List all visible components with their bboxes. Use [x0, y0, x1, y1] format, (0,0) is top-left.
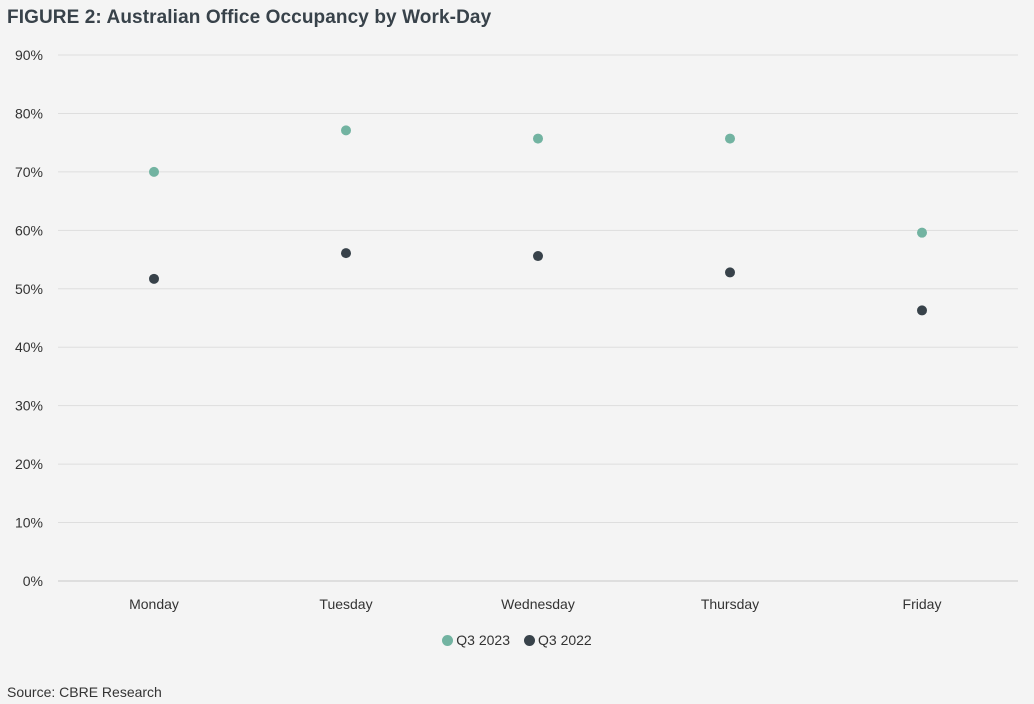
data-point-q3-2023-monday[interactable] [149, 166, 159, 177]
legend-item-q3-2022[interactable]: Q3 2022 [524, 632, 592, 648]
data-point-q3-2023-friday[interactable] [917, 227, 927, 238]
data-point-q3-2022-tuesday[interactable] [341, 248, 351, 259]
x-tick-label: Monday [129, 596, 179, 612]
legend-label-q3-2023: Q3 2023 [456, 632, 510, 648]
data-point-q3-2022-monday[interactable] [149, 273, 159, 284]
gridlines [58, 54, 1018, 582]
y-tick-label: 40% [15, 339, 43, 355]
data-point-q3-2023-wednesday[interactable] [533, 133, 543, 144]
y-tick-label: 30% [15, 398, 43, 414]
data-points [149, 125, 927, 316]
x-tick-label: Wednesday [501, 596, 575, 612]
source-note: Source: CBRE Research [7, 684, 162, 700]
x-tick-label: Thursday [701, 596, 759, 612]
legend-marker-q3-2023 [442, 634, 454, 646]
y-tick-label: 80% [15, 105, 43, 121]
data-point-q3-2022-thursday[interactable] [725, 267, 735, 278]
data-point-q3-2022-friday[interactable] [917, 305, 927, 316]
y-tick-label: 0% [23, 573, 43, 589]
legend: Q3 2023 Q3 2022 [0, 632, 1034, 648]
x-axis-ticks: Monday Tuesday Wednesday Thursday Friday [129, 596, 941, 612]
chart-title: FIGURE 2: Australian Office Occupancy by… [7, 7, 492, 28]
legend-label-q3-2022: Q3 2022 [538, 632, 592, 648]
y-tick-label: 90% [15, 47, 43, 63]
data-point-q3-2022-wednesday[interactable] [533, 251, 543, 262]
y-tick-label: 60% [15, 222, 43, 238]
data-point-q3-2023-tuesday[interactable] [341, 125, 351, 136]
y-axis-ticks: 0% 10% 20% 30% 40% 50% 60% 70% 80% 90% [15, 47, 43, 589]
y-tick-label: 20% [15, 456, 43, 472]
legend-item-q3-2023[interactable]: Q3 2023 [442, 632, 510, 648]
y-tick-label: 10% [15, 515, 43, 531]
x-tick-label: Tuesday [319, 596, 372, 612]
legend-marker-q3-2022 [524, 634, 535, 646]
data-point-q3-2023-thursday[interactable] [725, 133, 735, 144]
y-tick-label: 50% [15, 281, 43, 297]
x-tick-label: Friday [903, 596, 942, 612]
y-tick-label: 70% [15, 164, 43, 180]
